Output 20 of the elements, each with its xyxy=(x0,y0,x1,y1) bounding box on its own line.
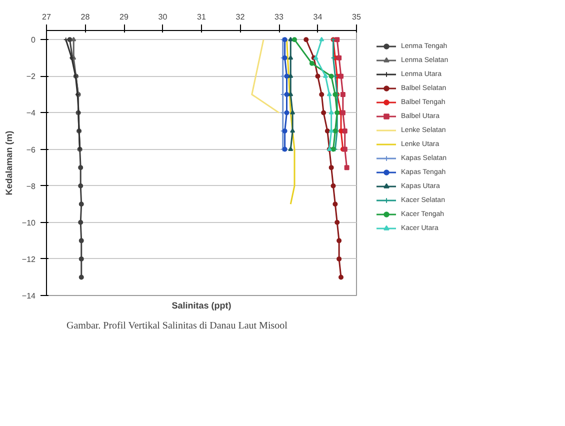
x-tick-label: 31 xyxy=(197,12,206,22)
x-axis-title: Salinitas (ppt) xyxy=(172,300,232,310)
x-tick-label: 27 xyxy=(42,12,52,22)
x-tick-label: 29 xyxy=(120,12,129,22)
y-tick-label: 0 xyxy=(31,36,36,45)
x-tick-label: 32 xyxy=(236,12,246,22)
y-tick-label: −10 xyxy=(22,218,36,228)
x-tick-label: 34 xyxy=(313,12,323,22)
x-tick-label: 30 xyxy=(158,12,168,22)
y-tick-label: −8 xyxy=(26,182,36,191)
x-tick-label: 33 xyxy=(274,12,284,22)
y-tick-label: −12 xyxy=(22,254,36,264)
y-tick-label: −2 xyxy=(26,72,36,82)
y-tick-label: −6 xyxy=(26,145,36,154)
x-tick-label: 35 xyxy=(352,12,362,22)
y-tick-label: −4 xyxy=(26,108,36,118)
y-tick-label: −14 xyxy=(22,292,36,300)
x-tick-label: 28 xyxy=(80,12,90,22)
text: Gambar. Profil Vertikal Salinitas di Danau Laut Misool xyxy=(66,320,288,332)
y-axis-title: Kedalaman (m) xyxy=(4,130,14,196)
